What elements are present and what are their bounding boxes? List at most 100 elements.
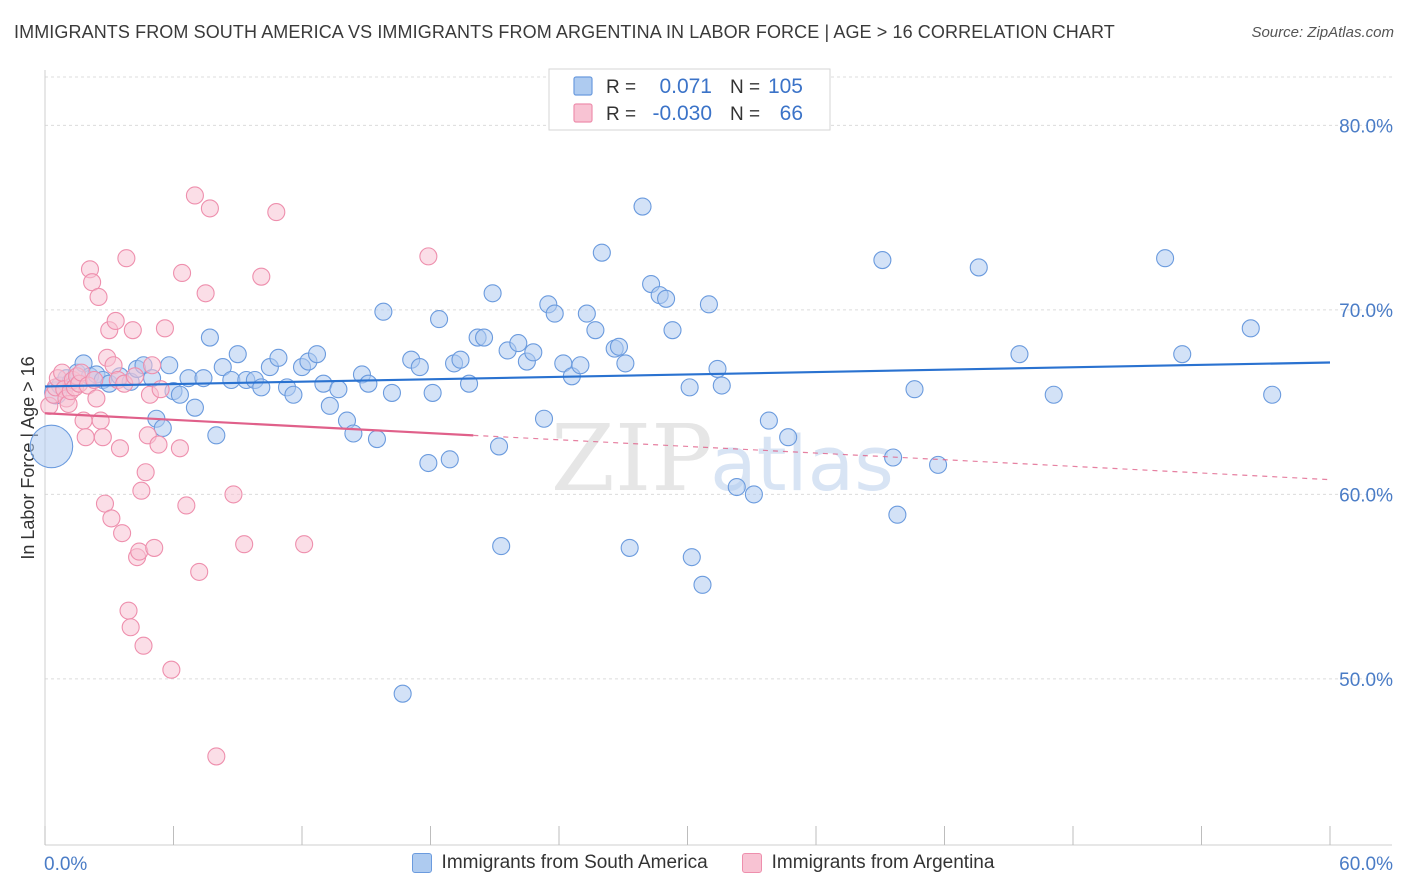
stats-n-label: N = [730,77,760,98]
point-south-america [367,429,387,449]
point-argentina [110,439,130,458]
point-south-america [727,477,746,497]
point-south-america [213,358,232,377]
point-south-america [577,304,596,323]
point-south-america [410,358,429,377]
point-south-america [393,684,412,703]
point-south-america [320,396,339,415]
trend-line-argentina-extension [473,434,1331,481]
point-south-america [873,251,892,270]
point-south-america [314,374,333,393]
point-south-america [29,424,74,469]
legend-swatch-argentina [741,853,762,873]
point-south-america [779,428,798,447]
stats-n-value: 105 [768,75,803,98]
point-south-america [307,345,327,364]
point-argentina [89,287,108,307]
point-argentina [123,321,142,340]
point-south-america [969,258,988,277]
point-argentina [85,370,104,390]
point-south-america [492,537,511,556]
point-south-america [545,304,564,323]
trend-line-argentina [44,412,474,437]
point-argentina [149,435,168,454]
point-south-america [200,328,219,347]
point-argentina [130,542,149,561]
series-argentina [40,186,438,766]
point-south-america [534,409,554,428]
stats-n-value: 66 [780,102,803,125]
stats-swatch-argentina [573,103,593,123]
watermark-zip: ZIP [551,405,713,512]
point-argentina [93,428,112,447]
y-axis-label: In Labor Force | Age > 16 [18,356,38,559]
point-argentina [145,538,164,557]
point-south-america [489,437,509,456]
stats-legend: R = 0.071 N = 105 R = -0.030 N = 66 [548,68,831,131]
point-south-america [382,383,402,402]
point-argentina [162,660,181,679]
point-south-america [571,356,590,375]
point-argentina [224,485,243,504]
point-south-america [1044,385,1063,404]
series-legend: Immigrants from South America Immigrants… [0,852,1406,874]
stats-swatch-south-america [573,76,593,96]
point-argentina [235,535,254,554]
point-south-america [228,345,247,364]
y-tick-label: 50.0% [1339,670,1393,691]
point-argentina [155,319,174,338]
point-south-america [374,302,393,321]
point-argentina [252,267,271,286]
point-argentina [136,463,155,482]
legend-label-argentina: Immigrants from Argentina [771,852,995,873]
point-south-america [153,418,172,438]
point-south-america [359,374,378,393]
point-argentina [125,367,144,386]
legend-swatch-south-america [411,853,432,873]
point-south-america [633,197,652,216]
point-south-america [616,354,635,373]
legend-label-south-america: Immigrants from South America [441,852,708,873]
y-tick-label: 80.0% [1339,116,1393,137]
point-argentina [190,562,209,581]
point-argentina [119,601,138,620]
point-south-america [284,385,303,404]
point-argentina [121,618,140,637]
point-south-america [663,321,682,340]
point-south-america [1241,319,1260,338]
point-south-america [1263,385,1282,404]
point-argentina [295,535,314,554]
legend-item-argentina[interactable]: Immigrants from Argentina [741,852,995,874]
point-south-america [1173,345,1192,364]
x-tick-label: 0.0% [44,854,87,875]
point-argentina [173,263,192,283]
source-label: Source: ZipAtlas.com [1251,24,1394,41]
point-south-america [451,350,470,369]
point-south-america [680,378,699,397]
point-south-america [474,328,494,347]
point-south-america [744,485,763,504]
point-argentina [177,496,196,515]
point-south-america [586,321,605,340]
point-south-america [759,411,778,430]
point-south-america [693,575,712,594]
point-south-america [269,348,288,367]
point-argentina [207,747,226,766]
point-argentina [132,481,151,500]
point-south-america [430,310,449,329]
point-south-america [929,455,948,474]
point-south-america [905,380,924,399]
y-tick-label: 70.0% [1339,301,1393,322]
point-argentina [106,311,125,331]
point-south-america [1156,249,1175,268]
point-argentina [419,247,438,266]
point-south-america [207,426,226,445]
stats-n-label: N = [730,104,760,125]
point-south-america [888,505,907,524]
chart-title: IMMIGRANTS FROM SOUTH AMERICA VS IMMIGRA… [14,22,1115,42]
point-south-america [682,548,701,567]
legend-item-south-america[interactable]: Immigrants from South America [411,852,708,874]
point-south-america [712,376,731,395]
point-argentina [267,203,286,222]
